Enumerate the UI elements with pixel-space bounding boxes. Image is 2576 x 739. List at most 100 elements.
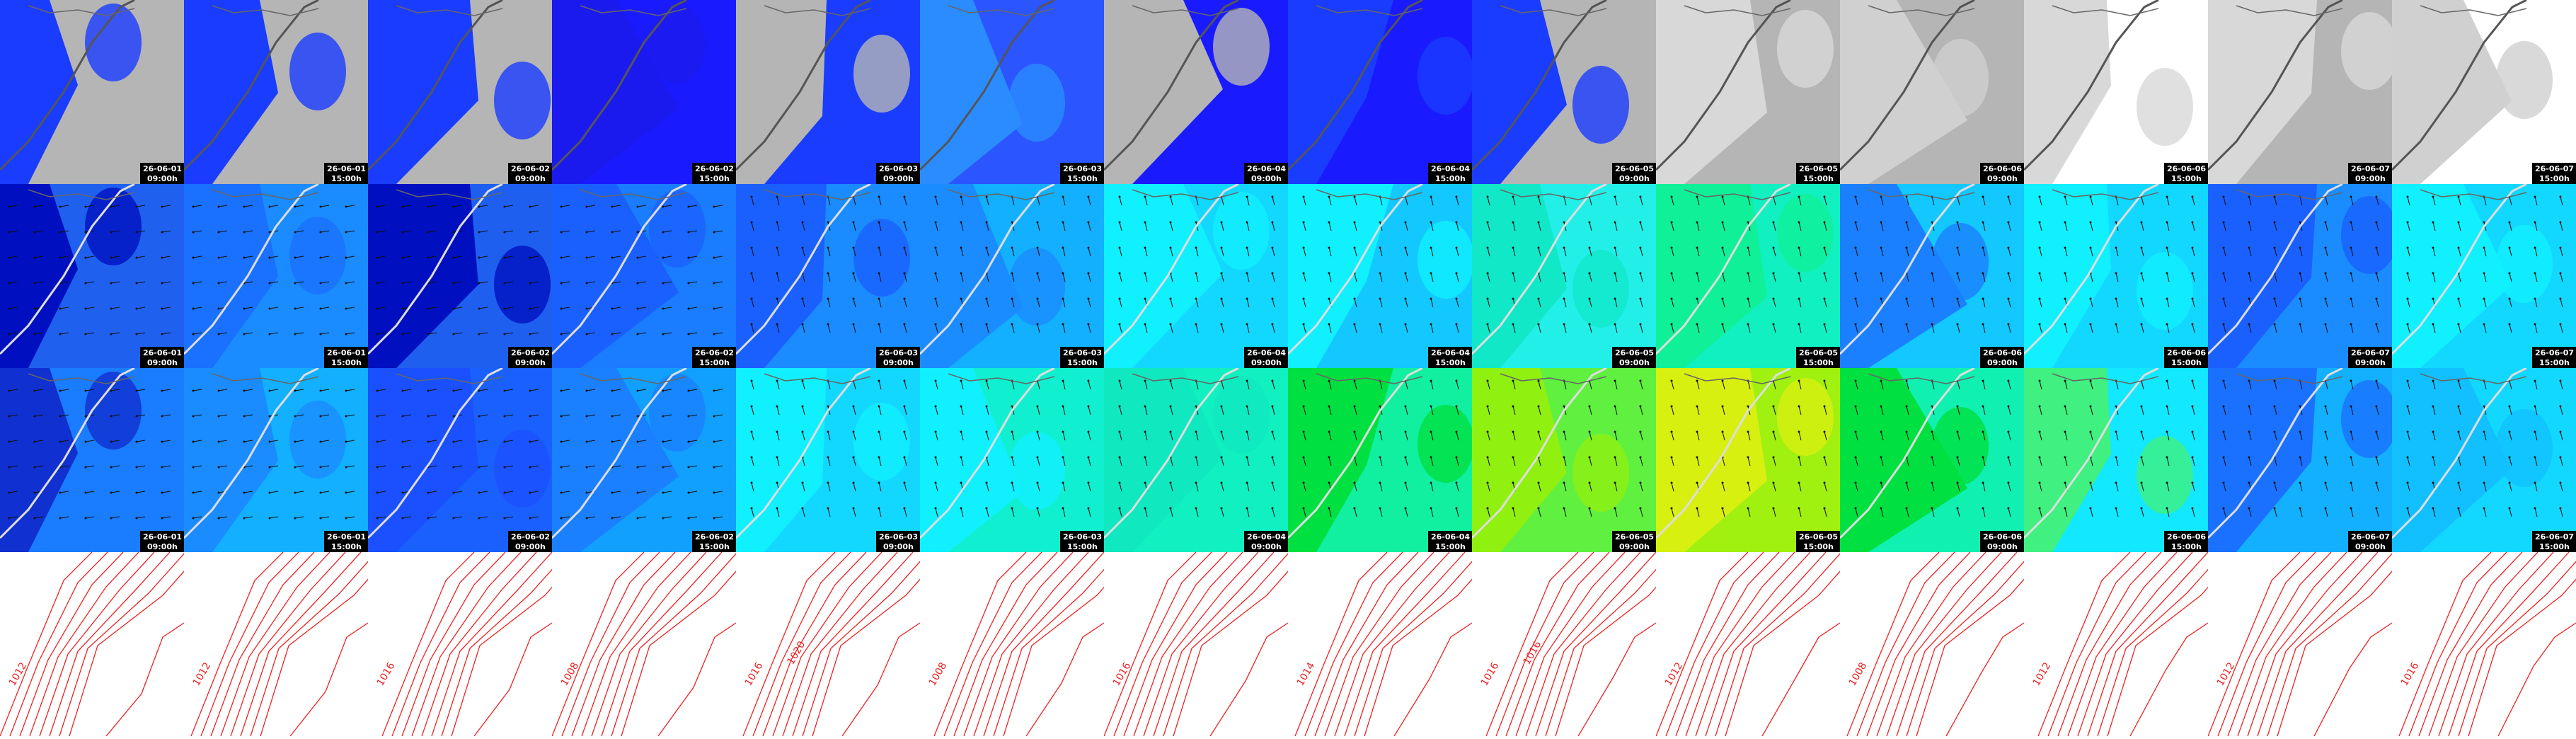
wind-arrow-head (1696, 481, 1698, 484)
wind-arrow (1855, 273, 1858, 282)
wind-arrow (986, 222, 989, 231)
time-label: 15:00h (699, 358, 730, 367)
wind-arrow-head (750, 456, 753, 459)
wind-arrow (1354, 380, 1357, 390)
wind-arrow (802, 406, 805, 416)
wind-arrow-head (985, 430, 988, 433)
wind-arrow-head (878, 323, 880, 326)
coastline-north (580, 189, 687, 200)
wind-arrow (192, 516, 202, 519)
coastline-north (2052, 189, 2159, 200)
wind-arrow-head (503, 307, 506, 310)
wind-arrow-head (1302, 297, 1305, 300)
wind-arrow (2483, 323, 2487, 333)
wind-arrow-head (985, 507, 988, 510)
coastline-north (212, 5, 319, 16)
wind-arrow-head (1956, 405, 1959, 408)
wind-arrow (2039, 247, 2042, 257)
isobar (9, 552, 108, 736)
wind-arrow-head (585, 307, 588, 310)
wind-arrow (2008, 482, 2011, 492)
isobar (2247, 552, 2363, 736)
wind-arrow (1824, 196, 1827, 206)
wind-arrow-head (2222, 481, 2225, 484)
wind-arrow-head (585, 205, 588, 208)
wind-arrow-head (827, 323, 829, 326)
wind-arrow (637, 256, 647, 258)
wind-arrow (504, 389, 514, 391)
wind-arrow (34, 256, 44, 258)
wind-arrow (1430, 222, 1434, 231)
wind-arrow-head (1931, 481, 1933, 484)
wind-arrow (1119, 406, 1122, 416)
wind-arrow (345, 332, 355, 335)
wind-arrow (2407, 406, 2410, 416)
wind-arrow (904, 247, 907, 257)
wind-arrow (1487, 431, 1490, 441)
wind-arrow (2192, 323, 2195, 333)
wind-arrow-head (1747, 481, 1749, 484)
wind-arrow-head (776, 481, 778, 484)
wind-arrow-head (776, 323, 778, 326)
wind-arrow (2115, 431, 2119, 441)
wind-arrow-head (1982, 456, 1984, 459)
wind-arrow (2223, 406, 2226, 416)
wind-arrow (8, 205, 18, 207)
wind-arrow (2090, 406, 2093, 416)
time-label: 09:00h (515, 358, 546, 367)
wind-arrow (1405, 222, 1408, 231)
isobar (473, 622, 552, 736)
wind-arrow-head (2222, 195, 2225, 198)
wind-arrow (1088, 380, 1091, 390)
wind-arrow (776, 196, 780, 206)
wind-arrow (243, 414, 253, 417)
wind-arrow-head (2140, 456, 2143, 459)
wind-arrow (1456, 247, 1459, 257)
label-box (876, 163, 920, 184)
wind-arrow (1195, 380, 1199, 390)
wind-arrow (243, 440, 253, 442)
wind-arrow-head (1087, 456, 1090, 459)
wind-arrow-head (1404, 507, 1407, 510)
wind-arrow (1456, 482, 1459, 492)
wind-arrow (2248, 508, 2252, 517)
wind-arrow-head (852, 272, 855, 275)
wind-arrow-head (2038, 379, 2041, 382)
wind-arrow (560, 414, 570, 417)
wind-arrow-head (2299, 481, 2301, 484)
wind-arrow (2223, 431, 2226, 441)
wind-arrow (1328, 380, 1332, 390)
wind-arrow (136, 491, 146, 493)
wind-arrow-head (1328, 456, 1330, 459)
wind-arrow-head (1404, 272, 1407, 275)
wind-arrow (662, 307, 672, 309)
tile-content (0, 184, 184, 368)
wind-arrow-head (192, 256, 195, 259)
wind-arrow (1062, 380, 1066, 390)
coastline-north (2236, 5, 2343, 16)
wind-arrow-head (1220, 405, 1223, 408)
wind-arrow (2090, 431, 2093, 441)
wind-arrow (2248, 323, 2252, 333)
wind-arrow (1696, 222, 1700, 231)
wind-arrow-head (1639, 195, 1642, 198)
wind-arrow-head (217, 389, 220, 392)
wind-arrow (1303, 196, 1306, 206)
wind-arrow-head (1353, 297, 1356, 300)
wind-arrow-head (452, 205, 455, 208)
wind-arrow (1272, 457, 1275, 466)
coastline (1288, 184, 1423, 355)
wind-arrow (2039, 482, 2042, 492)
isobar (1354, 561, 1472, 736)
time-label: 15:00h (1803, 358, 1834, 367)
wind-arrow-head (852, 405, 855, 408)
coastline-north (1132, 5, 1239, 16)
wind-arrow-head (319, 440, 322, 443)
isobar (752, 552, 851, 736)
wind-arrow (243, 332, 253, 335)
wind-arrow (1487, 482, 1490, 492)
wind-arrow-head (2273, 297, 2276, 300)
wind-arrow (2458, 247, 2461, 257)
wind-arrow (345, 389, 355, 391)
